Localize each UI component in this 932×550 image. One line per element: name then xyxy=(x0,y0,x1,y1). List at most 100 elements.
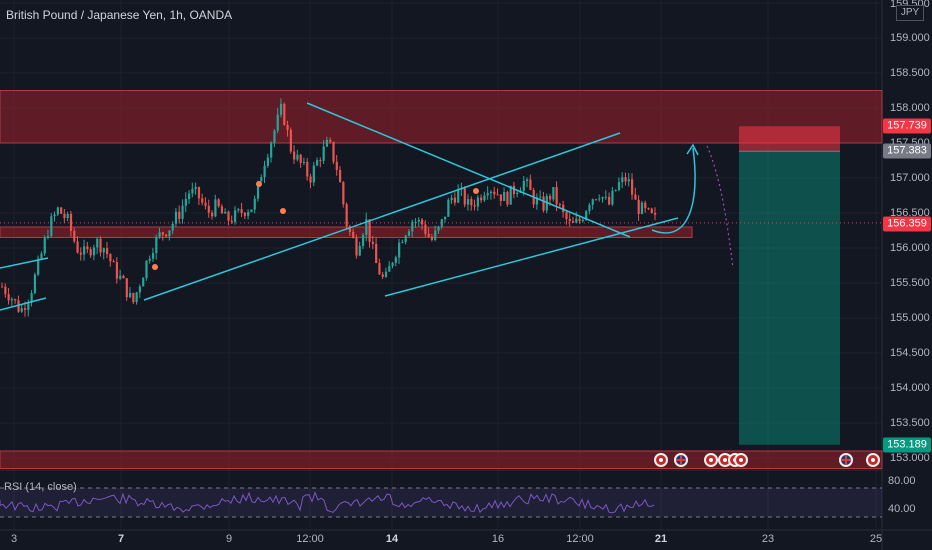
candle-body xyxy=(27,302,30,310)
event-marker-icon[interactable] xyxy=(734,453,748,467)
candle-body xyxy=(96,238,99,248)
event-marker-icon[interactable] xyxy=(654,453,668,467)
candle-body xyxy=(204,202,207,206)
candle-body xyxy=(20,308,23,312)
candle-body xyxy=(414,221,417,223)
uk-flag-icon[interactable] xyxy=(674,453,688,467)
candle-body xyxy=(394,257,397,263)
candle-body xyxy=(237,209,240,211)
candle-body xyxy=(332,141,335,162)
rsi-line xyxy=(0,491,655,514)
candle-body xyxy=(644,202,647,209)
candle-body xyxy=(188,193,191,199)
candle-body xyxy=(529,179,532,191)
candle-body xyxy=(378,263,381,275)
candle-body xyxy=(135,292,138,303)
price-tick: 155.500 xyxy=(890,277,930,289)
candle-body xyxy=(338,169,342,183)
candle-body xyxy=(279,103,283,115)
candle-body xyxy=(289,129,292,152)
candle-body xyxy=(23,308,27,310)
time-axis[interactable]: 3 7 9 12:00 14 16 12:00 21 23 25 xyxy=(0,530,882,550)
candle-body xyxy=(63,213,66,219)
candle-body xyxy=(466,199,470,205)
candle-body xyxy=(489,191,493,194)
time-tick: 3 xyxy=(10,533,18,545)
candle-body xyxy=(142,278,145,287)
candle-body xyxy=(473,205,476,207)
uk-flag-icon[interactable] xyxy=(839,453,853,467)
event-marker-icon[interactable] xyxy=(866,453,880,467)
time-tick: 16 xyxy=(491,533,505,545)
candle-body xyxy=(260,177,263,182)
signal-dot xyxy=(152,264,158,270)
candle-body xyxy=(453,197,457,203)
candle-body xyxy=(4,286,7,295)
symbol-title[interactable]: British Pound / Japanese Yen, 1h, OANDA xyxy=(6,8,233,22)
candle-body xyxy=(443,216,447,220)
candle-body xyxy=(581,219,585,222)
candle-body xyxy=(165,234,168,237)
supply-demand-zones xyxy=(0,90,883,469)
candle-body xyxy=(99,238,102,253)
candle-body xyxy=(138,286,142,293)
candle-body xyxy=(211,212,214,217)
candle-body xyxy=(270,142,273,158)
candle-body xyxy=(89,249,92,256)
candle-body xyxy=(122,275,125,279)
candle-body xyxy=(503,192,506,201)
candle-body xyxy=(480,197,483,201)
candle-body xyxy=(368,219,371,242)
candle-body xyxy=(650,208,653,213)
price-tick: 158.500 xyxy=(890,67,930,79)
candle-body xyxy=(496,194,499,196)
price-axis[interactable]: 159.500 159.000 158.500 158.000 157.500 … xyxy=(882,0,932,530)
price-tick: 156.000 xyxy=(890,242,930,254)
candle-body xyxy=(608,196,611,205)
trendline-drawings xyxy=(0,102,734,311)
time-tick: 25 xyxy=(869,533,883,545)
candle-body xyxy=(46,236,50,238)
rsi-tick: 40.00 xyxy=(888,503,916,515)
candle-body xyxy=(437,226,440,231)
rsi-label[interactable]: RSI (14, close) xyxy=(4,481,77,493)
candle-body xyxy=(79,252,82,255)
candle-body xyxy=(558,204,562,206)
candle-body xyxy=(424,224,427,234)
candle-body xyxy=(266,157,269,166)
candle-body xyxy=(302,161,306,163)
candle-body xyxy=(250,209,253,213)
candle-body xyxy=(17,300,20,312)
candle-body xyxy=(384,271,388,277)
candle-body xyxy=(375,243,378,264)
candle-body xyxy=(158,232,161,237)
candle-body xyxy=(299,154,302,163)
price-tick: 154.500 xyxy=(890,347,930,359)
candle-body xyxy=(174,211,178,224)
time-tick: 14 xyxy=(385,533,399,545)
candle-body xyxy=(434,230,437,240)
candle-body xyxy=(66,213,69,219)
candle-body xyxy=(155,236,158,254)
candle-body xyxy=(86,246,89,250)
candle-body xyxy=(401,242,404,244)
candle-body xyxy=(407,231,411,236)
candle-body xyxy=(450,197,453,201)
candle-body xyxy=(506,192,509,205)
candle-body xyxy=(617,181,621,190)
economic-events-bar xyxy=(0,453,882,469)
candle-body xyxy=(247,212,250,216)
candle-body xyxy=(14,299,17,301)
candle-body xyxy=(355,237,358,256)
candle-body xyxy=(654,212,657,215)
forecast-path xyxy=(706,145,734,269)
candle-body xyxy=(571,221,575,223)
candle-body xyxy=(594,199,598,201)
candle-body xyxy=(92,247,96,256)
currency-button[interactable]: JPY xyxy=(896,5,924,21)
candle-body xyxy=(10,299,14,301)
candle-body xyxy=(499,194,502,201)
event-marker-icon[interactable] xyxy=(704,453,718,467)
candle-body xyxy=(591,199,594,205)
